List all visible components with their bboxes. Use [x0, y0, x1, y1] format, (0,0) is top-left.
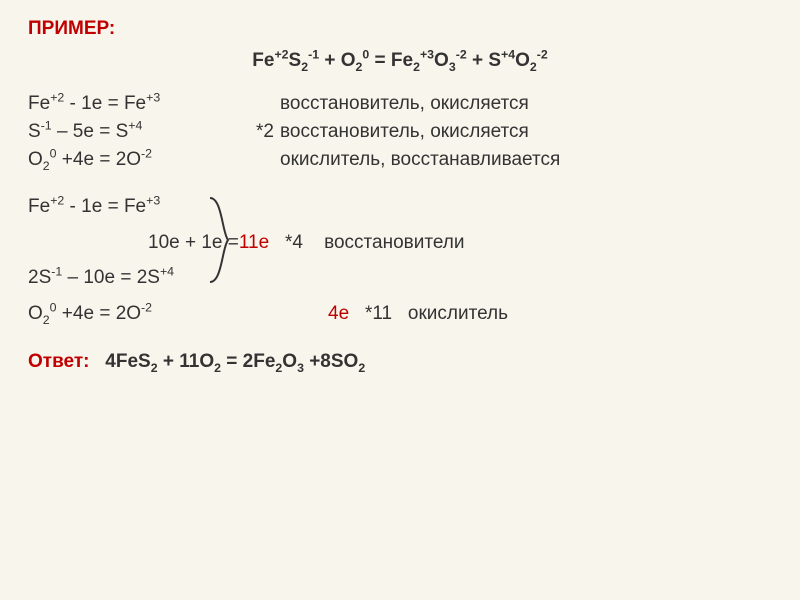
block2-ox-red: 4e	[328, 301, 349, 327]
block2-mid-suffix: *4 восстановители	[269, 230, 464, 256]
half-reaction-eq: Fe+2 - 1e = Fe+3	[28, 91, 238, 117]
half-reaction-desc: восстановитель, окисляется	[280, 119, 772, 145]
block2-line3: 2S-1 – 10e = 2S+4	[28, 265, 772, 291]
answer-eq: 4FeS2 + 11O2 = 2Fe2O3 +8SO2	[89, 349, 365, 375]
half-reaction-desc: восстановитель, окисляется	[280, 91, 772, 117]
half-reaction-desc: окислитель, восстанавливается	[280, 147, 772, 173]
half-reaction-row: Fe+2 - 1e = Fe+3 восстановитель, окисляе…	[28, 91, 772, 117]
block2-mid-red: 11e	[239, 230, 269, 256]
block2-line1: Fe+2 - 1e = Fe+3	[28, 194, 772, 220]
block2-eq: 2S-1 – 10e = 2S+4	[28, 265, 238, 291]
block2-mid: 10e + 1e = 11e *4 восстановители	[148, 230, 772, 256]
block2-mid-prefix: 10e + 1e =	[148, 230, 239, 256]
block2-eq: Fe+2 - 1e = Fe+3	[28, 194, 238, 220]
half-reaction-row: S-1 – 5e = S+4 *2 восстановитель, окисля…	[28, 119, 772, 145]
block2-ox-eq: O20 +4e = 2O-2	[28, 301, 328, 327]
answer-row: Ответ: 4FeS2 + 11O2 = 2Fe2O3 +8SO2	[28, 349, 772, 375]
block2-ox-suffix: *11 окислитель	[349, 301, 508, 327]
half-reactions-block-2: Fe+2 - 1e = Fe+3 10e + 1e = 11e *4 восст…	[28, 194, 772, 327]
half-reaction-eq: O20 +4e = 2O-2	[28, 147, 238, 173]
main-equation: Fe+2S2-1 + O20 = Fe2+3O3-2 + S+4O2-2	[28, 48, 772, 74]
page: ПРИМЕР: Fe+2S2-1 + O20 = Fe2+3O3-2 + S+4…	[0, 0, 800, 392]
title: ПРИМЕР:	[28, 16, 772, 42]
half-reactions-block-1: Fe+2 - 1e = Fe+3 восстановитель, окисляе…	[28, 91, 772, 172]
half-reaction-eq: S-1 – 5e = S+4	[28, 119, 238, 145]
block2-ox: O20 +4e = 2O-2 4e *11 окислитель	[28, 301, 772, 327]
half-reaction-row: O20 +4e = 2O-2 окислитель, восстанавлива…	[28, 147, 772, 173]
half-reaction-mult: *2	[238, 119, 280, 145]
answer-label: Ответ:	[28, 349, 89, 375]
